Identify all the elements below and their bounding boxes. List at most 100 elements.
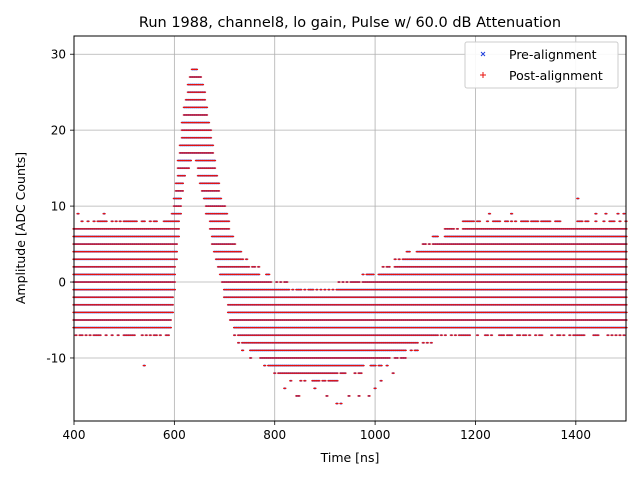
post-alignment-point (136, 235, 140, 238)
post-alignment-point (104, 319, 108, 321)
post-alignment-point (96, 228, 100, 230)
post-alignment-point (210, 220, 215, 222)
post-alignment-point (108, 319, 112, 321)
post-alignment-point (124, 281, 128, 283)
post-alignment-point (100, 289, 104, 291)
post-alignment-point (86, 220, 90, 222)
post-alignment-point (194, 159, 199, 162)
post-alignment-point (96, 220, 100, 222)
post-alignment-point (108, 258, 112, 260)
post-alignment-point (232, 258, 237, 260)
post-alignment-point (206, 159, 211, 162)
post-alignment-point (170, 281, 174, 283)
post-alignment-point (126, 319, 130, 321)
post-alignment-point (94, 228, 98, 230)
post-alignment-point (198, 144, 203, 146)
post-alignment-point (216, 251, 221, 253)
post-alignment-point (226, 266, 231, 268)
post-alignment-point (150, 304, 154, 306)
post-alignment-point (228, 235, 233, 238)
post-alignment-point (156, 289, 160, 291)
post-alignment-point (156, 304, 160, 306)
post-alignment-point (110, 311, 114, 314)
post-alignment-point (164, 220, 168, 222)
post-alignment-point (176, 190, 180, 192)
post-alignment-point (228, 243, 233, 245)
post-alignment-point (82, 289, 86, 291)
post-alignment-point (224, 289, 229, 291)
post-alignment-point (192, 137, 197, 139)
post-alignment-point (148, 235, 152, 238)
post-alignment-point (102, 235, 106, 238)
post-alignment-point (172, 213, 176, 215)
post-alignment-point (200, 144, 205, 146)
post-alignment-point (214, 175, 219, 177)
post-alignment-point (152, 228, 156, 230)
post-alignment-point (96, 235, 100, 238)
post-alignment-point (100, 220, 104, 222)
post-alignment-point (192, 114, 197, 116)
post-alignment-point (178, 167, 182, 169)
post-alignment-point (148, 296, 152, 298)
post-alignment-point (144, 334, 148, 336)
post-alignment-point (190, 114, 195, 116)
post-alignment-point (182, 129, 186, 131)
post-alignment-point (192, 76, 197, 78)
post-alignment-point (164, 296, 168, 298)
post-alignment-point (128, 296, 132, 298)
post-alignment-point (164, 319, 168, 321)
post-alignment-point (78, 273, 82, 276)
post-alignment-point (190, 76, 195, 78)
post-alignment-point (204, 205, 209, 207)
post-alignment-point (86, 296, 90, 298)
post-alignment-point (196, 129, 201, 131)
post-alignment-point (198, 99, 203, 101)
post-alignment-point (100, 251, 104, 253)
post-alignment-point (164, 243, 168, 245)
post-alignment-point (204, 213, 209, 215)
post-alignment-point (208, 129, 213, 131)
post-alignment-point (224, 296, 229, 298)
post-alignment-point (206, 144, 211, 146)
post-alignment-point (158, 281, 162, 283)
post-alignment-point (128, 311, 132, 314)
post-alignment-point (116, 258, 120, 260)
post-alignment-point (132, 281, 136, 283)
post-alignment-point (164, 304, 168, 306)
post-alignment-point (174, 251, 178, 253)
post-alignment-point (140, 243, 144, 245)
post-alignment-point (106, 266, 110, 268)
post-alignment-point (116, 326, 120, 329)
post-alignment-point (164, 235, 168, 238)
post-alignment-point (220, 251, 225, 253)
post-alignment-point (138, 289, 142, 291)
post-alignment-point (172, 205, 176, 207)
post-alignment-point (226, 304, 231, 306)
post-alignment-point (114, 273, 118, 276)
post-alignment-point (210, 190, 215, 192)
post-alignment-point (239, 266, 243, 268)
post-alignment-point (112, 251, 116, 253)
post-alignment-point (130, 334, 134, 336)
post-alignment-point (154, 235, 158, 238)
post-alignment-point (162, 235, 166, 238)
post-alignment-point (236, 311, 241, 314)
post-alignment-point (124, 296, 128, 298)
post-alignment-point (152, 266, 156, 268)
post-alignment-point (116, 289, 120, 291)
post-alignment-point (224, 273, 229, 276)
post-alignment-point (86, 289, 90, 291)
post-alignment-point (90, 319, 94, 321)
post-alignment-point (154, 243, 158, 245)
post-alignment-point (200, 167, 205, 169)
post-alignment-point (118, 304, 122, 306)
post-alignment-point (120, 281, 124, 283)
post-alignment-point (92, 251, 96, 253)
post-alignment-point (86, 281, 90, 283)
post-alignment-point (204, 129, 209, 131)
post-alignment-point (114, 266, 118, 268)
post-alignment-point (102, 304, 106, 306)
post-alignment-point (210, 167, 215, 169)
post-alignment-point (236, 273, 241, 276)
